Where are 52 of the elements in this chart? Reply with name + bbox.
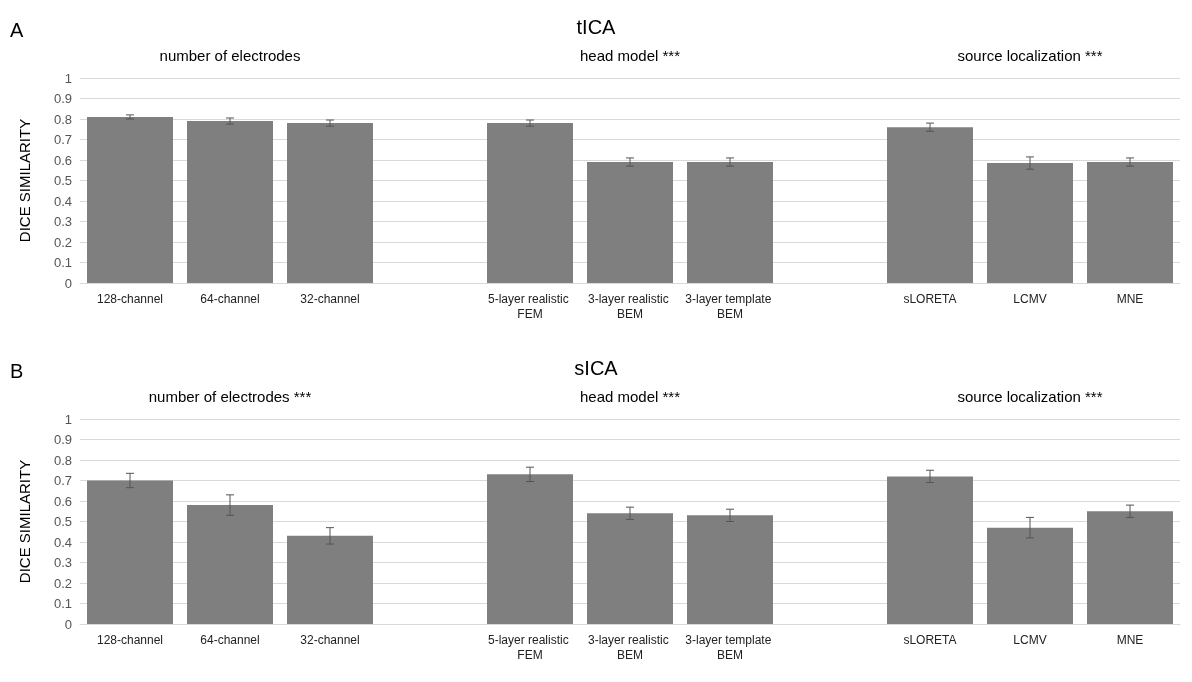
y-tick-label: 0.4	[53, 534, 72, 550]
y-tick-label: 0.5	[53, 514, 72, 529]
y-tick-label: 0	[64, 616, 72, 632]
text: A	[10, 19, 24, 41]
y-tick-label: 0.3	[53, 214, 72, 229]
x-tick-label: MNE	[1116, 291, 1144, 306]
x-tick-label: 3-layer template BEM	[685, 632, 775, 662]
y-tick-label: 0.7	[53, 473, 72, 488]
text: head model ***	[579, 47, 681, 64]
y-tick-label: 0	[64, 275, 72, 291]
x-tick-label: LCMV	[1013, 291, 1047, 306]
y-tick-label: 0.6	[53, 493, 72, 509]
y-tick-label: 0.7	[53, 132, 72, 147]
y-tick-label: 0.1	[53, 255, 72, 270]
x-tick-label: 128-channel	[96, 632, 164, 647]
x-tick-label: 32-channel	[300, 632, 360, 647]
source-note: source localization ***	[957, 388, 1103, 405]
y-tick-label: 0.6	[53, 152, 72, 168]
y-tick-label: 0.2	[53, 575, 72, 591]
x-tick-label: 3-layer realistic BEM	[587, 291, 673, 321]
y-tick-label: 0.8	[53, 111, 72, 127]
x-tick-label: 3-layer template BEM	[685, 291, 775, 321]
y-tick-label: 0.1	[53, 596, 72, 611]
chart-title: sICA	[574, 357, 619, 379]
y-tick-label: 0.8	[53, 452, 72, 468]
x-tick-label: 3-layer realistic BEM	[587, 632, 673, 662]
chart-title: tICA	[576, 16, 617, 38]
x-tick-label: 32-channel	[300, 291, 360, 306]
x-tick-label: sLORETA	[903, 632, 957, 647]
x-tick-label: 128-channel	[96, 291, 164, 306]
y-tick-label: 0.4	[53, 193, 72, 209]
y-axis-title: DICE SIMILARITY	[16, 459, 33, 584]
y-tick-label: 0.3	[53, 555, 72, 570]
y-tick-label: 1	[64, 70, 72, 86]
y-tick-label: 0.2	[53, 234, 72, 250]
x-tick-label: LCMV	[1013, 632, 1047, 647]
y-tick-label: 0.9	[53, 91, 72, 106]
y-tick-label: 0.5	[53, 173, 72, 188]
text: number of electrodes ***	[148, 388, 312, 405]
x-tick-label: 64-channel	[200, 291, 260, 306]
x-tick-label: 5-layer realistic FEM	[487, 632, 573, 662]
x-tick-label: 5-layer realistic FEM	[487, 291, 573, 321]
x-tick-label: sLORETA	[903, 291, 957, 306]
text: B	[10, 360, 24, 382]
x-tick-label: 64-channel	[200, 632, 260, 647]
text: head model ***	[579, 388, 681, 405]
y-tick-label: 1	[64, 411, 72, 427]
y-tick-label: 0.9	[53, 432, 72, 447]
text: number of electrodes	[159, 47, 301, 64]
y-axis-title: DICE SIMILARITY	[16, 118, 33, 243]
source-note: source localization ***	[957, 47, 1103, 64]
x-tick-label: MNE	[1116, 632, 1144, 647]
